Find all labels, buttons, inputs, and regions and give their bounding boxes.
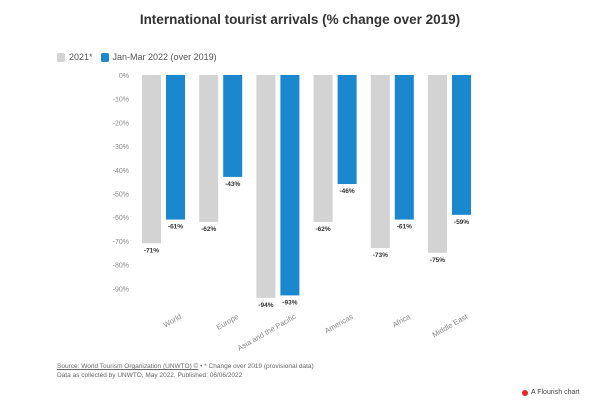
x-tick-label: Europe [215,312,240,332]
bar [223,75,243,177]
flourish-label: A Flourish chart [531,389,580,396]
data-label: -62% [201,226,216,233]
data-label: -94% [258,302,273,309]
bar [280,75,300,296]
bar [394,75,414,220]
flourish-logo-icon [522,389,528,396]
footer-line2: Data as collected by UNWTO, May 2022. Pu… [57,372,243,379]
bar [428,75,447,253]
legend-swatch-2022 [100,52,109,62]
data-label: -71% [144,247,159,254]
bar [313,75,333,222]
y-tick-label: -10% [113,97,129,104]
flourish-badge[interactable]: A Flourish chart [522,389,580,396]
data-label: -93% [282,299,297,306]
legend-label-2022[interactable]: Jan-Mar 2022 (over 2019) [112,52,217,62]
y-tick-label: -30% [113,144,129,151]
data-label: -43% [225,181,240,188]
bar [256,75,276,298]
y-tick-label: -40% [113,168,129,175]
data-label: -61% [168,224,183,231]
data-label: -59% [454,219,469,226]
data-label: -75% [430,257,445,264]
data-label: -46% [340,188,355,195]
x-tick-label: World [162,312,183,330]
bar [337,75,357,185]
data-label: -73% [373,252,388,259]
y-tick-label: -90% [113,286,129,293]
x-tick-label: Americas [323,312,355,336]
bar [370,75,390,249]
footer: Source: World Tourism Organization (UNWT… [57,362,314,380]
y-tick-label: -20% [113,120,129,127]
y-tick-label: -80% [113,263,129,270]
x-tick-label: Middle East [431,311,470,339]
source-link[interactable]: Source: World Tourism Organization (UNWT… [57,363,199,370]
legend-swatch-2021 [57,52,65,62]
bar [142,75,161,244]
y-tick-label: -60% [113,215,129,222]
y-tick-label: -70% [113,239,129,246]
x-tick-label: Asia and the Pacific [236,312,298,353]
footer-note: • * Change over 2019 (provisional data) [198,363,314,370]
bar [166,75,185,220]
data-label: -61% [397,224,412,231]
chart-title: International tourist arrivals (% change… [139,12,461,27]
bar [452,75,471,215]
legend-label-2021[interactable]: 2021* [69,52,93,62]
legend: 2021* Jan-Mar 2022 (over 2019) [57,52,217,62]
y-tick-label: 0% [119,73,129,80]
y-tick-label: -50% [113,192,129,199]
x-tick-label: Africa [391,312,413,330]
bar [199,75,219,222]
data-label: -62% [316,226,331,233]
